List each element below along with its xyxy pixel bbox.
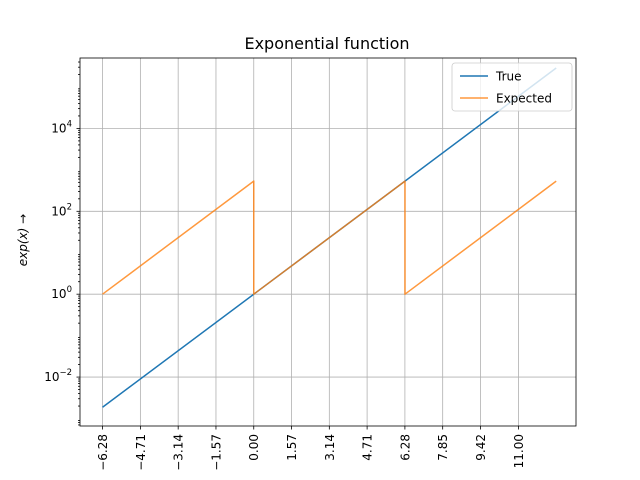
grid-lines [80,58,576,426]
x-tick-label: 11.00 [512,434,526,468]
x-tick-label: −6.28 [96,434,110,471]
x-tick-label: 0.00 [247,434,261,461]
y-tick-label-base: 10 [44,370,59,384]
y-tick-label: 100 [51,285,72,301]
x-tick-label: −3.14 [172,434,186,471]
plot-area: −6.28 −4.71 −3.14 −1.57 0.00 1.57 3.14 4.71 6.28… [44,57,577,471]
axis-ticks: −6.28 −4.71 −3.14 −1.57 0.00 1.57 3.14 4.71 6.28… [44,61,526,471]
y-tick-label-exponent: −2 [59,368,72,378]
x-tick-label: 1.57 [285,434,299,461]
y-tick-label-base: 10 [51,287,66,301]
chart-title: Exponential function [244,34,409,53]
y-tick-label-base: 10 [51,204,66,218]
y-tick-label-exponent: 2 [67,202,72,212]
x-tick-label: −4.71 [134,434,148,471]
y-tick-label: 104 [51,119,72,135]
x-tick-label: −1.57 [209,434,223,471]
x-tick-label: 9.42 [474,434,488,461]
legend-label: Expected [496,92,552,106]
legend-box [451,62,573,112]
x-tick-label: 4.71 [361,434,375,461]
y-tick-label: 10−2 [44,368,72,384]
series-lines [102,67,557,408]
x-tick-label: 3.14 [323,434,337,461]
y-axis-label: exp(x) → [16,214,30,266]
y-tick-label-base: 10 [51,121,66,135]
legend: True Expected [451,62,573,112]
legend-label: True [495,70,522,84]
y-tick-label-exponent: 4 [67,119,72,129]
x-tick-label: 7.85 [436,434,450,461]
y-tick-label-exponent: 0 [67,285,72,295]
axes-frame [79,57,577,427]
y-tick-label: 102 [51,202,72,218]
series-line-expected [102,180,557,295]
x-tick-label: 6.28 [398,434,412,461]
